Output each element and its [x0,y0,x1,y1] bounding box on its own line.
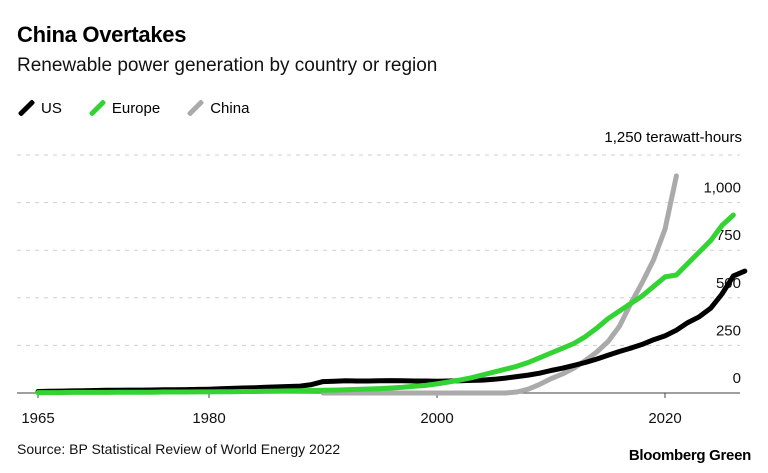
series-line-china [320,173,679,396]
legend-label-europe: Europe [111,99,161,117]
chart-subtitle: Renewable power generation by country or… [17,55,438,76]
legend-item-europe: Europe [88,99,160,117]
legend-label-china: China [210,99,250,117]
x-axis: 1965 1980 2000 2020 [17,392,740,427]
gridlines [17,154,740,346]
x-tick-label: 2000 [420,410,453,427]
x-tick-label: 2020 [648,410,681,427]
y-axis-unit-label: 1,250 terawatt-hours [604,129,742,146]
x-tick-label: 1965 [21,410,54,427]
series-lines [35,173,748,396]
chart-title: China Overtakes [17,22,187,47]
legend: US Europe China [17,99,275,117]
legend-label-us: US [41,99,62,117]
y-tick-label: 0 [733,370,741,387]
y-tick-label: 750 [716,227,741,244]
y-tick-label: 250 [716,322,741,339]
legend-item-china: China [186,99,249,117]
legend-item-us: US [17,99,62,117]
y-tick-label: 1,000 [703,180,741,197]
x-tick-label: 1980 [192,410,225,427]
series-line-europe [35,212,736,396]
brand-logo: Bloomberg Green [628,447,751,464]
source-note: Source: BP Statistical Review of World E… [17,441,341,457]
